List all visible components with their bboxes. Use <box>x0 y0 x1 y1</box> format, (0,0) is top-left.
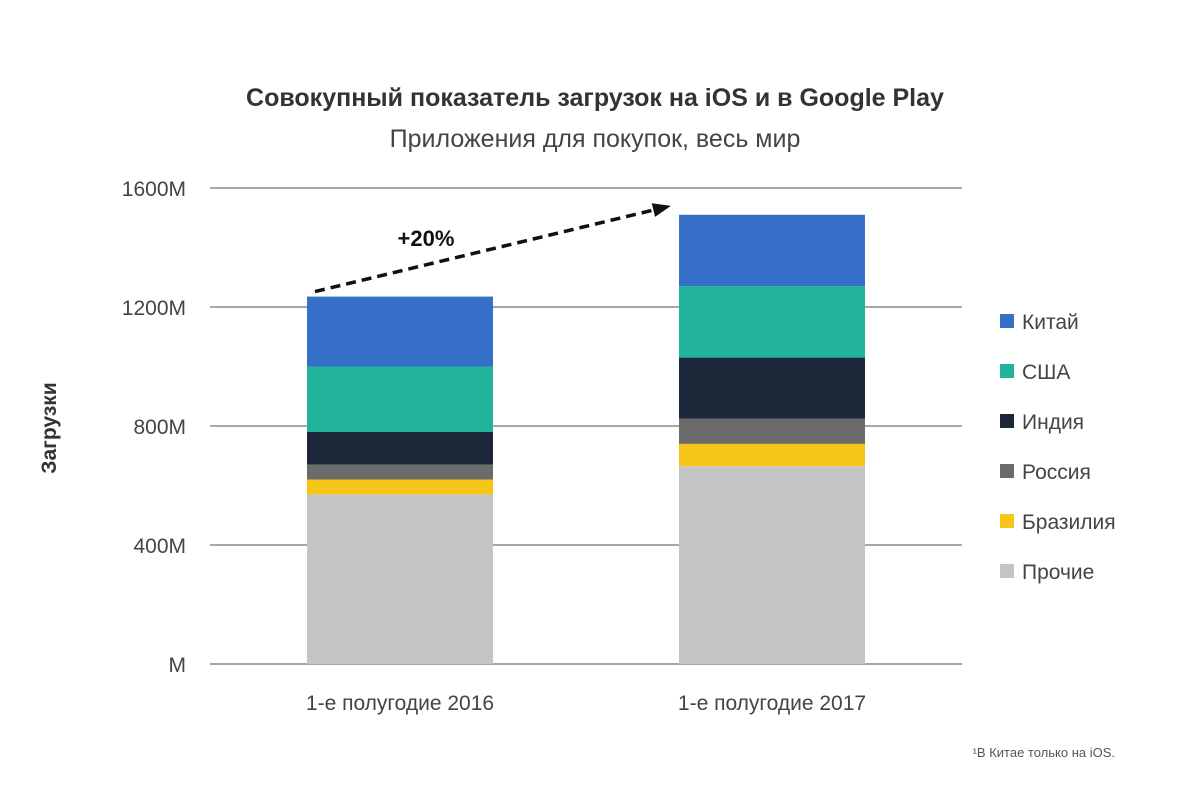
chart-subtitle: Приложения для покупок, весь мир <box>390 125 801 153</box>
bar-segment-3 <box>679 418 865 444</box>
x-tick-label: 1-е полугодие 2016 <box>306 692 494 715</box>
annotations: +20% <box>314 203 671 294</box>
bar-segment-1 <box>679 466 865 664</box>
legend-label: Индия <box>1022 411 1084 434</box>
y-tick-label: 800M <box>133 416 186 439</box>
y-tick-label: 1200M <box>122 297 186 320</box>
legend-label: Прочие <box>1022 561 1094 584</box>
y-tick-label: M <box>169 654 187 677</box>
legend-label: Китай <box>1022 311 1079 334</box>
legend-swatch <box>1000 514 1014 528</box>
bar-segment-3 <box>307 464 493 480</box>
bar-segment-2 <box>307 479 493 495</box>
legend-label: Бразилия <box>1022 511 1116 534</box>
y-tick-label: 400M <box>133 535 186 558</box>
legend-swatch <box>1000 414 1014 428</box>
growth-label: +20% <box>398 226 455 251</box>
bar-segment-5 <box>307 366 493 432</box>
legend-label: США <box>1022 361 1070 384</box>
legend-label: Россия <box>1022 461 1091 484</box>
bar-segment-1 <box>307 494 493 664</box>
growth-arrow-line <box>314 205 668 294</box>
bars <box>307 214 865 664</box>
legend-swatch <box>1000 564 1014 578</box>
bar-segment-6 <box>679 214 865 287</box>
bar-segment-4 <box>679 357 865 419</box>
legend-swatch <box>1000 364 1014 378</box>
y-axis-label: Загрузки <box>38 382 61 473</box>
legend-swatch <box>1000 464 1014 478</box>
bar-segment-2 <box>679 443 865 467</box>
bar-segment-6 <box>307 296 493 367</box>
legend-swatch <box>1000 314 1014 328</box>
x-tick-label: 1-е полугодие 2017 <box>678 692 866 715</box>
y-tick-label: 1600M <box>122 178 186 201</box>
bar-segment-4 <box>307 431 493 465</box>
chart-title: Совокупный показатель загрузок на iOS и … <box>246 84 944 112</box>
growth-arrow-head <box>651 203 671 217</box>
legend: Китай США Индия Россия Бразилия Прочие <box>1000 311 1116 584</box>
footnote: ¹В Китае только на iOS. <box>973 745 1115 760</box>
axis-labels: M 400M 800M 1200M 1600M 1-е полугодие 2016 1-е… <box>122 178 866 715</box>
bar-segment-5 <box>679 286 865 358</box>
